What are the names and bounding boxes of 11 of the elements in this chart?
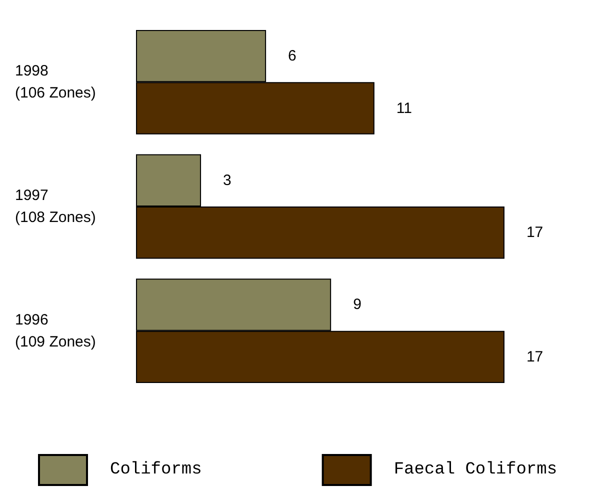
legend-label: Faecal Coliforms — [394, 460, 558, 480]
data-label: 17 — [526, 348, 544, 366]
data-label: 9 — [353, 296, 362, 314]
data-label: 6 — [288, 48, 296, 65]
y-tick-label: 1996 (109 Zones) — [15, 311, 96, 350]
data-label: 11 — [396, 100, 412, 117]
legend-label: Coliforms — [110, 460, 202, 480]
y-tick-label: 1998 (106 Zones) — [15, 62, 96, 102]
data-label: 3 — [223, 172, 232, 189]
data-label: 17 — [526, 224, 544, 242]
y-tick-label: 1997 (108 Zones) — [15, 187, 96, 226]
